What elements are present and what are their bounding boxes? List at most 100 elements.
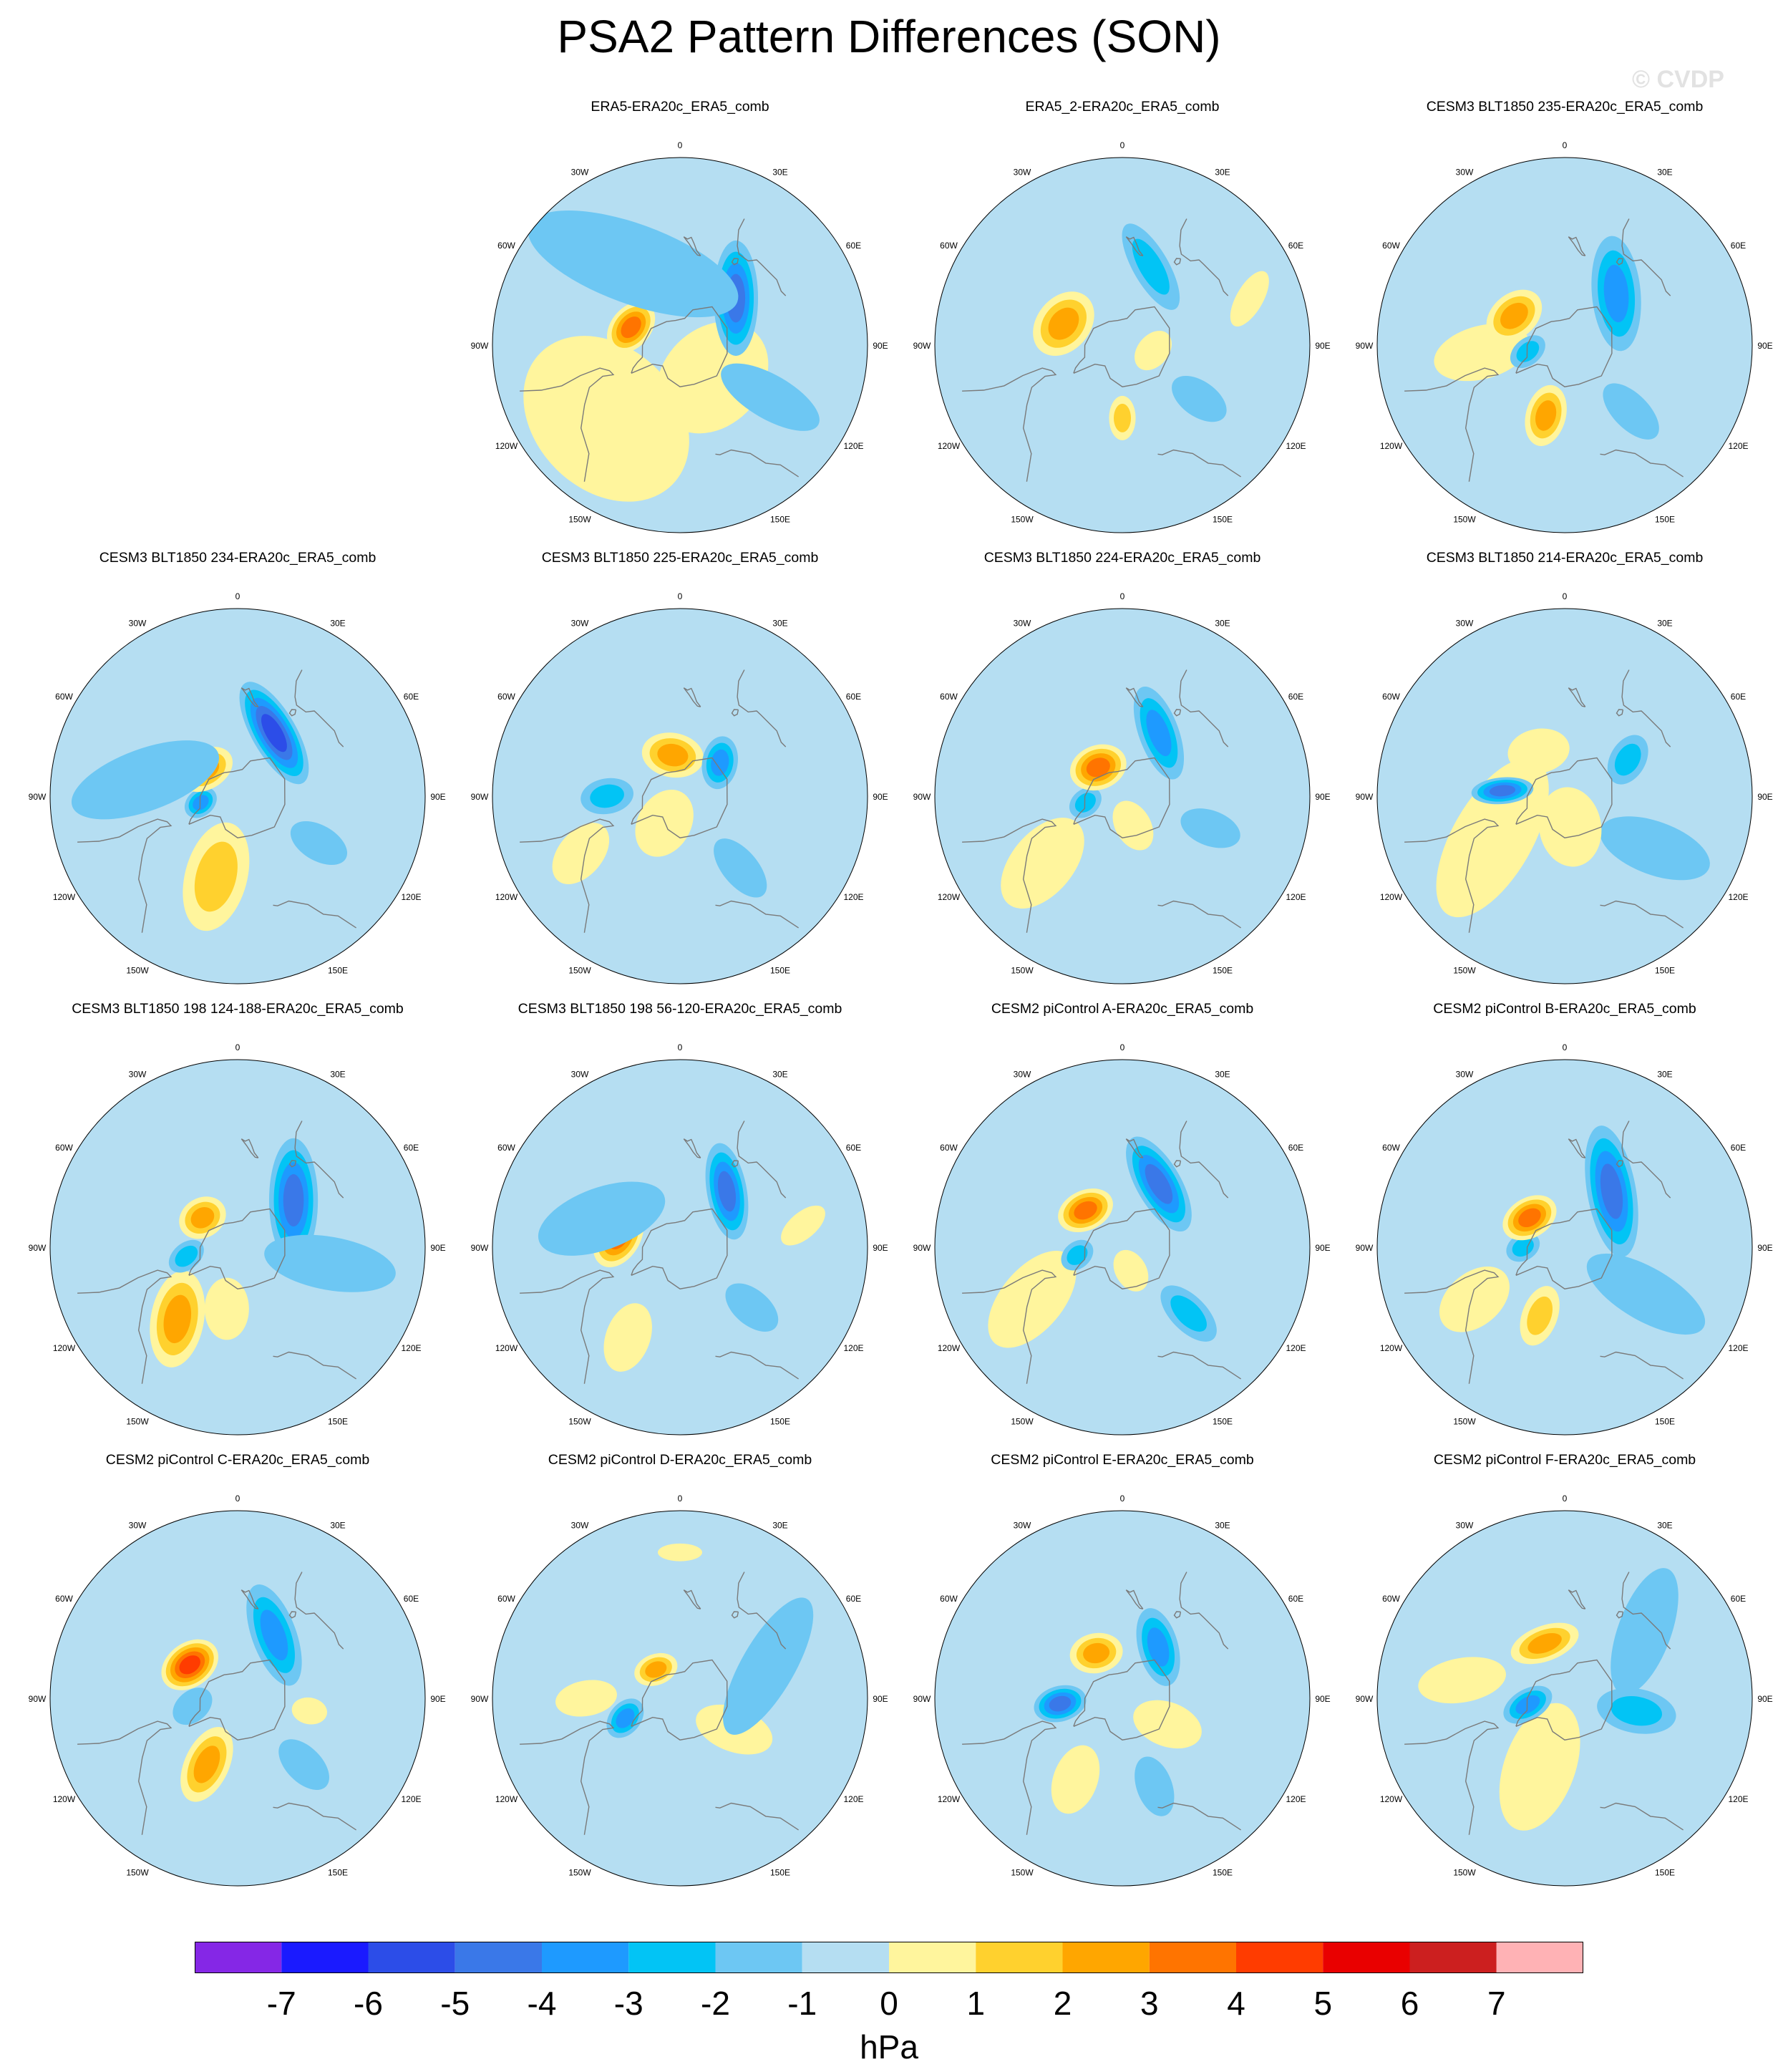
map-border (492, 1059, 868, 1436)
coastline (188, 757, 286, 838)
longitude-label: 0 (1563, 140, 1568, 150)
longitude-label: 30W (1014, 1070, 1031, 1080)
contour-region (1067, 1245, 1088, 1265)
map-panel: CESM3 BLT1850 224-ERA20c_ERA5_comb 0 30E 60… (900, 550, 1344, 994)
contour-region (194, 841, 238, 912)
longitude-label: 90E (1315, 1694, 1330, 1704)
longitude-label: 90E (873, 1243, 888, 1253)
longitude-label: 150W (568, 1867, 591, 1877)
polar-map: 0 30E 60E 90E 120E 150E 180 150W 120W 90W 60W 30W (1356, 140, 1773, 543)
longitude-label: 90E (1757, 341, 1772, 351)
longitude-label: 0 (1120, 140, 1125, 150)
longitude-label: 90W (913, 792, 931, 802)
cvdp-watermark: © CVDP (1632, 66, 1724, 93)
contour-region (1603, 264, 1629, 323)
longitude-label: 120E (843, 1794, 863, 1804)
coastline (1157, 1351, 1241, 1380)
coastline (1173, 1611, 1182, 1619)
longitude-label: 90W (29, 792, 47, 802)
contour-region (175, 1245, 198, 1267)
colorbar-tick-label: -3 (614, 1985, 643, 2022)
coastline (1568, 236, 1586, 256)
map-background (935, 609, 1310, 984)
longitude-label: 60E (846, 1143, 861, 1153)
longitude-label: 90W (1356, 1694, 1374, 1704)
longitude-label: 90W (471, 1694, 489, 1704)
longitude-label: 90W (471, 341, 489, 351)
contour-region (1527, 1632, 1562, 1654)
contour-region (1439, 1266, 1510, 1332)
longitude-label: 120W (938, 1794, 961, 1804)
longitude-label: 150W (568, 514, 591, 524)
longitude-label: 60W (497, 1143, 515, 1153)
colorbar-tick-label: -4 (528, 1985, 557, 2022)
longitude-label: 30E (1215, 619, 1230, 629)
longitude-label: 180 (1115, 1443, 1130, 1445)
coastline (77, 818, 173, 933)
longitude-label: 120W (938, 441, 961, 451)
coastline (294, 1120, 344, 1199)
contour-region (1051, 1745, 1100, 1814)
contour-region (71, 740, 220, 820)
contour-region (179, 1655, 200, 1675)
map-background (1377, 1060, 1752, 1435)
longitude-label: 90W (1356, 1243, 1374, 1253)
longitude-label: 120E (1286, 892, 1306, 902)
longitude-label: 30E (1657, 619, 1672, 629)
contour-region (1146, 710, 1172, 757)
longitude-label: 180 (1558, 1443, 1572, 1445)
longitude-label: 150E (1213, 1867, 1233, 1877)
coastline (683, 1138, 701, 1158)
longitude-label: 90W (913, 341, 931, 351)
coastline (1568, 1589, 1586, 1609)
coastline (1515, 306, 1613, 387)
longitude-label: 90E (1315, 792, 1330, 802)
map-panel: CESM3 BLT1850 225-ERA20c_ERA5_comb 0 30E 60… (458, 550, 902, 994)
contour-region (193, 795, 209, 810)
coastline (1173, 258, 1182, 266)
coastline (715, 449, 799, 478)
longitude-label: 60E (1731, 1594, 1746, 1604)
coastline (1616, 709, 1624, 717)
panel-title: CESM3 BLT1850 198 124-188-ERA20c_ERA5_co… (72, 1001, 404, 1017)
colorbar-tick-label: -5 (440, 1985, 470, 2022)
contour-region (1049, 1695, 1072, 1712)
map-border (492, 1510, 868, 1887)
coastline (731, 258, 739, 266)
coastline (1073, 1208, 1170, 1289)
coastline (1073, 757, 1170, 838)
coastline (962, 818, 1057, 933)
longitude-label: 30E (772, 1070, 787, 1080)
longitude-label: 30E (1215, 1521, 1230, 1531)
contour-region (1527, 1296, 1553, 1335)
coastline (737, 1572, 787, 1650)
contour-region (290, 820, 348, 866)
polar-map: 0 30E 60E 90E 120E 150E 180 150W 120W 90W 60W 30W (913, 591, 1331, 994)
map-background (935, 158, 1310, 533)
longitude-label: 150W (1453, 514, 1476, 524)
longitude-label: 120E (843, 892, 863, 902)
map-border (1376, 157, 1753, 533)
longitude-label: 120E (1728, 892, 1748, 902)
polar-map: 0 30E 60E 90E 120E 150E 180 150W 120W 90W 60W 30W (471, 140, 888, 543)
contour-region (635, 790, 694, 857)
contour-region (1180, 808, 1240, 848)
longitude-label: 150E (1655, 514, 1675, 524)
longitude-label: 120W (1380, 1343, 1403, 1353)
longitude-label: 0 (235, 591, 241, 601)
contour-region (1074, 1201, 1097, 1220)
longitude-label: 150E (328, 965, 348, 975)
contour-region (1135, 1756, 1175, 1816)
longitude-label: 90W (1356, 792, 1374, 802)
longitude-label: 150E (328, 1416, 348, 1426)
longitude-label: 60W (497, 692, 515, 702)
longitude-label: 60E (846, 1594, 861, 1604)
coastline (737, 1120, 787, 1199)
longitude-label: 180 (1115, 541, 1130, 543)
longitude-label: 0 (1563, 591, 1568, 601)
longitude-label: 60W (1382, 1143, 1400, 1153)
longitude-label: 60W (55, 1143, 73, 1153)
coastline (1621, 1572, 1671, 1650)
panel-title: CESM2 piControl D-ERA20c_ERA5_comb (548, 1452, 812, 1468)
longitude-label: 30E (772, 168, 787, 178)
